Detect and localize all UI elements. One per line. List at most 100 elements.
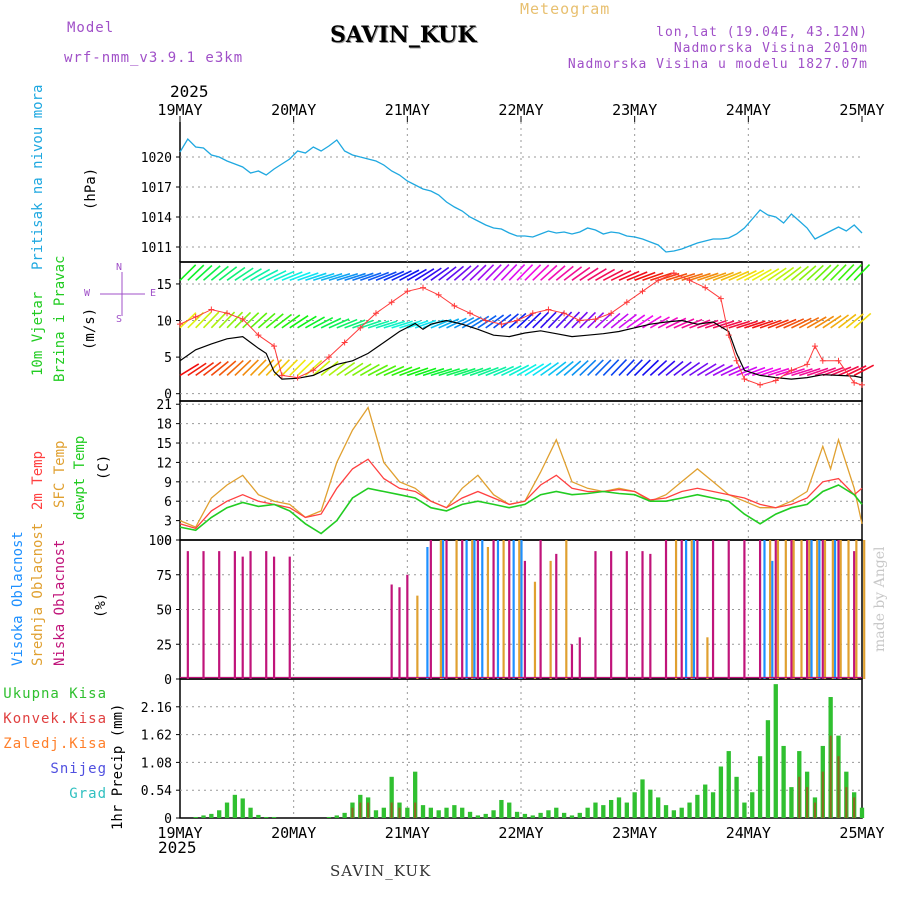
y-tick-label: 0.54	[141, 784, 172, 799]
wind-arrow	[712, 271, 734, 282]
wind-arrow	[367, 364, 389, 377]
wind-arrow	[454, 367, 476, 377]
wind-gust-marker	[733, 357, 740, 364]
wind-arrow	[406, 268, 427, 281]
wind-gust-marker	[514, 317, 521, 324]
wind-arrow	[249, 359, 267, 376]
wind-arrow	[704, 363, 725, 377]
wind-arrow	[210, 265, 229, 281]
precip-total-bar	[201, 815, 206, 818]
x-tick-label-top: 23MAY	[612, 101, 657, 119]
precip-total-bar	[671, 810, 677, 818]
wind-arrow	[195, 361, 215, 377]
wind-arrow	[281, 359, 298, 376]
precip-total-bar	[742, 802, 747, 818]
wind-arrow	[626, 314, 646, 329]
wind-arrow	[399, 269, 420, 281]
wind-arrow	[352, 363, 372, 377]
wind-arrow	[634, 271, 656, 282]
wind-gust-marker	[239, 316, 246, 323]
wind-gust-marker	[639, 288, 646, 295]
wind-arrow	[242, 312, 260, 329]
x-tick-label-top: 22MAY	[498, 101, 543, 119]
wind-arrow	[830, 366, 852, 377]
wind-arrow	[610, 270, 632, 282]
wind-gust-marker	[772, 377, 779, 384]
model-name: wrf-nmm_v3.9.1 e3km	[64, 50, 244, 66]
precip-total-bar	[381, 807, 386, 818]
y-tick-label: 0	[164, 388, 172, 403]
wind-arrow	[744, 366, 766, 377]
y-tick-label: 5	[164, 351, 172, 366]
wind-arrow	[728, 365, 750, 377]
wind-arrow	[289, 315, 309, 329]
x-tick-label-bottom: 20MAY	[271, 824, 316, 842]
wind-arrow	[532, 264, 550, 281]
y-tick-label: 18	[156, 418, 172, 433]
wind-arrow	[516, 363, 537, 377]
wind-arrow	[187, 264, 205, 281]
wind-arrow	[822, 366, 844, 377]
wind-arrow	[438, 318, 460, 329]
wind-arrow	[250, 268, 271, 281]
y-tick-label: 50	[156, 604, 172, 619]
wind-arrow	[540, 264, 558, 281]
precip-total-bar	[467, 811, 473, 818]
wind-arrow	[430, 368, 453, 377]
wind-gust-marker	[271, 343, 278, 350]
wind-gust-marker	[702, 284, 709, 291]
wind-arrow	[320, 317, 342, 329]
wind-arrow	[587, 359, 604, 376]
wind-arrow	[477, 315, 497, 329]
x-tick-label-top: 20MAY	[271, 101, 316, 119]
precip-conv-bar	[398, 807, 401, 818]
legend-total-rain: Ukupna Kisa	[3, 686, 107, 702]
wind-arrow	[681, 318, 703, 329]
wind-arrow	[202, 265, 221, 281]
precip-total-bar	[224, 802, 230, 818]
wind-arrow	[775, 266, 795, 281]
wind-arrow	[257, 312, 276, 329]
precip-total-bar	[624, 802, 629, 818]
wind-gust-marker	[357, 324, 364, 331]
wind-arrow	[297, 272, 319, 282]
precip-total-bar	[687, 802, 692, 818]
wind-gust-marker	[278, 372, 285, 379]
wind-arrow	[383, 270, 405, 282]
wind-arrow	[344, 272, 366, 282]
wind-arrow	[242, 359, 259, 376]
wind-arrow	[414, 268, 435, 281]
precip-total-bar	[585, 807, 590, 818]
wind-gust-marker	[859, 381, 865, 388]
axes-layer: 19MAY 19MAY 20MAY 20MAY 21MAY 21MAY 22MAY 22MAY…	[141, 101, 885, 842]
wind-arrow	[618, 359, 635, 376]
precip-conv-bar	[845, 787, 848, 818]
wind-arrow	[367, 271, 389, 282]
precip-total-bar	[718, 766, 724, 818]
wind-arrow	[540, 311, 557, 329]
y-tick-label: 100	[149, 534, 172, 549]
x-tick-label-bottom: 21MAY	[385, 824, 430, 842]
wind-gust-marker	[725, 332, 732, 339]
wind-arrow	[320, 360, 339, 377]
wind-arrow	[822, 314, 842, 329]
precip-total-bar	[546, 810, 551, 818]
wind-arrow	[508, 364, 530, 377]
x-tick-label-top: 24MAY	[726, 101, 771, 119]
wind-arrow	[367, 320, 390, 329]
wind-arrow	[547, 265, 566, 281]
x-tick-label-top: 19MAY	[157, 101, 202, 119]
wind-arrow	[563, 266, 583, 281]
wind-arrow	[532, 311, 549, 329]
wind-arrow	[767, 267, 787, 281]
precip-total-bar	[507, 802, 512, 818]
precip-total-bar	[389, 776, 394, 818]
precip-total-bar	[616, 797, 622, 818]
precip-total-bar	[859, 807, 865, 818]
wind-arrow	[485, 264, 502, 281]
wind-arrow	[555, 311, 573, 329]
wind-arrow	[234, 267, 254, 281]
wind-arrow	[594, 359, 612, 376]
wind-arrow	[187, 362, 207, 377]
wind-arrow	[845, 365, 867, 377]
